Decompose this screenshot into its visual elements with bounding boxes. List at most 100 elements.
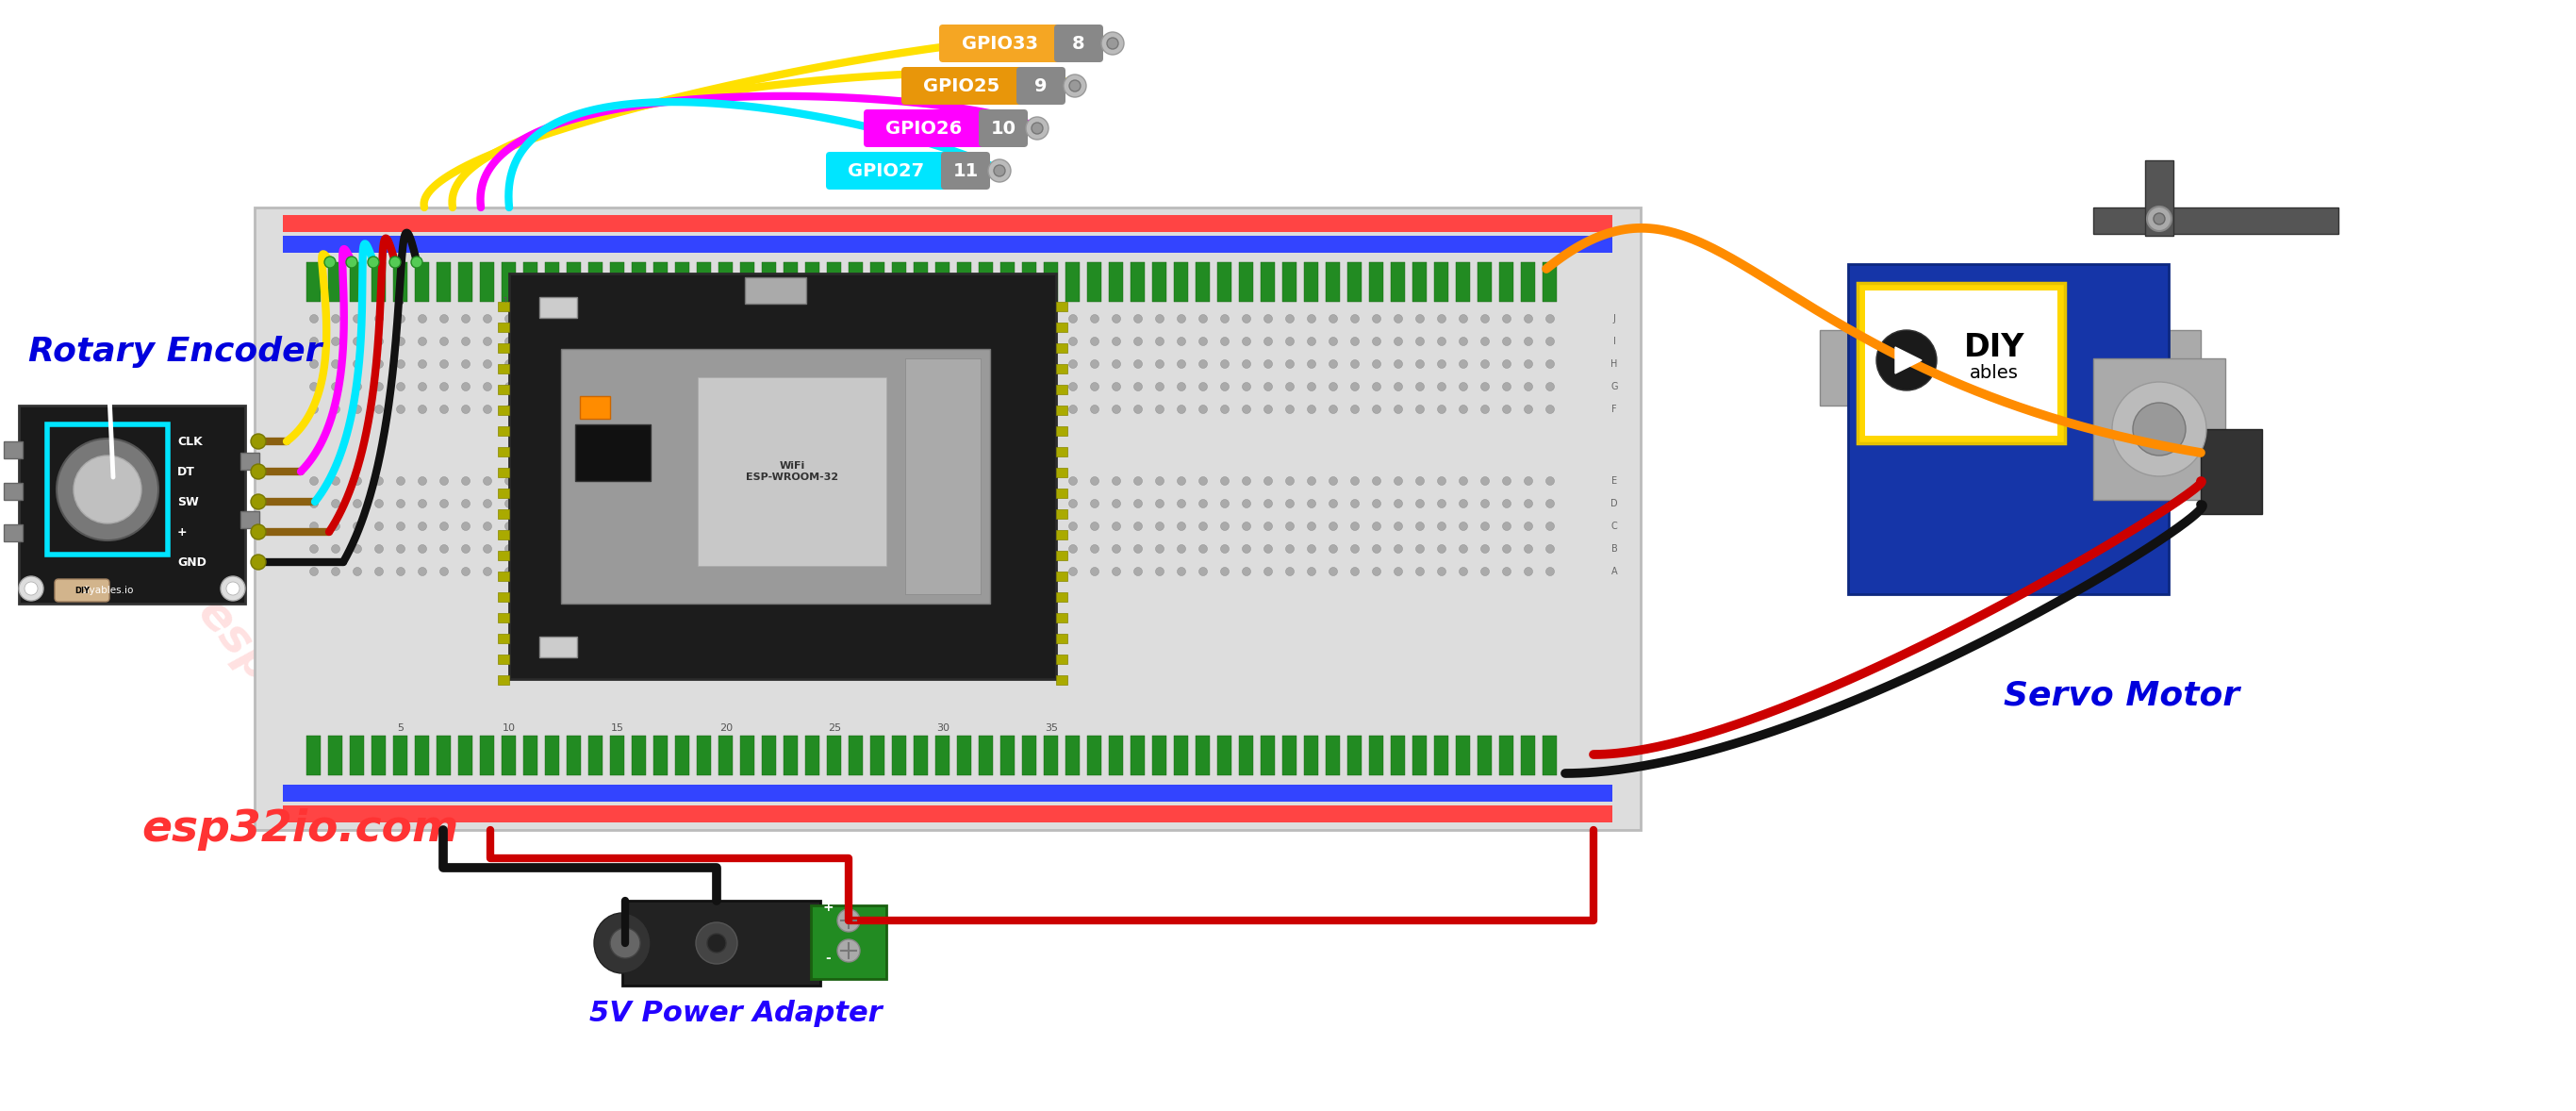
Circle shape <box>1046 337 1056 346</box>
Circle shape <box>613 406 621 413</box>
Text: GPIO25: GPIO25 <box>922 77 999 94</box>
Circle shape <box>1265 544 1273 553</box>
Circle shape <box>765 544 773 553</box>
Circle shape <box>1350 360 1360 368</box>
Circle shape <box>677 568 688 575</box>
Circle shape <box>417 360 428 368</box>
Bar <box>497 427 510 436</box>
Circle shape <box>657 360 665 368</box>
Circle shape <box>461 337 469 346</box>
Bar <box>371 262 386 302</box>
Circle shape <box>1329 337 1337 346</box>
FancyBboxPatch shape <box>979 109 1028 147</box>
Bar <box>1435 262 1448 302</box>
Bar <box>1056 447 1066 457</box>
Text: WiFi
ESP-WROOM-32: WiFi ESP-WROOM-32 <box>747 461 837 482</box>
Circle shape <box>1417 477 1425 486</box>
Circle shape <box>1221 314 1229 323</box>
Bar <box>848 262 863 302</box>
Circle shape <box>961 406 969 413</box>
Bar <box>283 216 1613 232</box>
Circle shape <box>981 544 992 553</box>
Circle shape <box>569 314 580 323</box>
Circle shape <box>374 568 384 575</box>
Circle shape <box>1113 337 1121 346</box>
Bar <box>611 735 623 775</box>
Circle shape <box>657 406 665 413</box>
Bar <box>1327 262 1340 302</box>
Bar <box>497 302 510 311</box>
Bar <box>1023 735 1036 775</box>
Circle shape <box>744 499 752 508</box>
FancyBboxPatch shape <box>827 152 945 190</box>
Text: H: H <box>1610 359 1618 369</box>
Circle shape <box>1373 337 1381 346</box>
Bar <box>497 613 510 622</box>
Bar <box>435 262 451 302</box>
Circle shape <box>1025 499 1033 508</box>
Circle shape <box>1417 568 1425 575</box>
Bar <box>567 262 580 302</box>
Circle shape <box>1005 406 1012 413</box>
Circle shape <box>1309 406 1316 413</box>
Text: GND: GND <box>178 556 206 568</box>
Circle shape <box>1350 382 1360 391</box>
Circle shape <box>569 382 580 391</box>
Circle shape <box>1133 568 1141 575</box>
Circle shape <box>613 522 621 531</box>
Circle shape <box>1113 382 1121 391</box>
Circle shape <box>1437 360 1445 368</box>
Circle shape <box>1417 406 1425 413</box>
Circle shape <box>1090 477 1100 486</box>
Circle shape <box>1329 406 1337 413</box>
Circle shape <box>657 499 665 508</box>
Circle shape <box>332 337 340 346</box>
Bar <box>631 262 647 302</box>
Circle shape <box>701 360 708 368</box>
Circle shape <box>332 522 340 531</box>
Circle shape <box>505 360 513 368</box>
Bar <box>762 735 775 775</box>
Circle shape <box>397 568 404 575</box>
Bar <box>979 735 992 775</box>
Text: 10: 10 <box>992 119 1015 138</box>
Circle shape <box>309 382 319 391</box>
Text: 35: 35 <box>1046 723 1059 733</box>
Circle shape <box>592 406 600 413</box>
Circle shape <box>1133 337 1141 346</box>
Circle shape <box>1481 477 1489 486</box>
Text: ables: ables <box>1971 363 2020 381</box>
Circle shape <box>250 464 265 479</box>
Text: Servo Motor: Servo Motor <box>2004 679 2239 711</box>
Circle shape <box>917 406 925 413</box>
Circle shape <box>345 257 358 268</box>
Circle shape <box>636 337 644 346</box>
Circle shape <box>1198 522 1208 531</box>
Circle shape <box>1458 499 1468 508</box>
Bar <box>46 424 167 554</box>
Circle shape <box>374 522 384 531</box>
FancyBboxPatch shape <box>1018 67 1066 104</box>
Circle shape <box>1875 330 1937 390</box>
Circle shape <box>1005 360 1012 368</box>
Bar <box>1043 735 1059 775</box>
Circle shape <box>526 337 536 346</box>
Circle shape <box>853 522 860 531</box>
Circle shape <box>374 544 384 553</box>
Circle shape <box>1157 382 1164 391</box>
Circle shape <box>917 568 925 575</box>
Bar <box>654 735 667 775</box>
Circle shape <box>896 314 904 323</box>
Circle shape <box>1069 477 1077 486</box>
Bar <box>2200 429 2262 514</box>
Bar <box>1023 262 1036 302</box>
Bar <box>497 571 510 581</box>
Circle shape <box>353 544 361 553</box>
Circle shape <box>873 337 881 346</box>
Circle shape <box>374 360 384 368</box>
Circle shape <box>549 499 556 508</box>
Text: +: + <box>822 901 835 914</box>
Circle shape <box>1133 477 1141 486</box>
Circle shape <box>657 337 665 346</box>
Circle shape <box>657 477 665 486</box>
